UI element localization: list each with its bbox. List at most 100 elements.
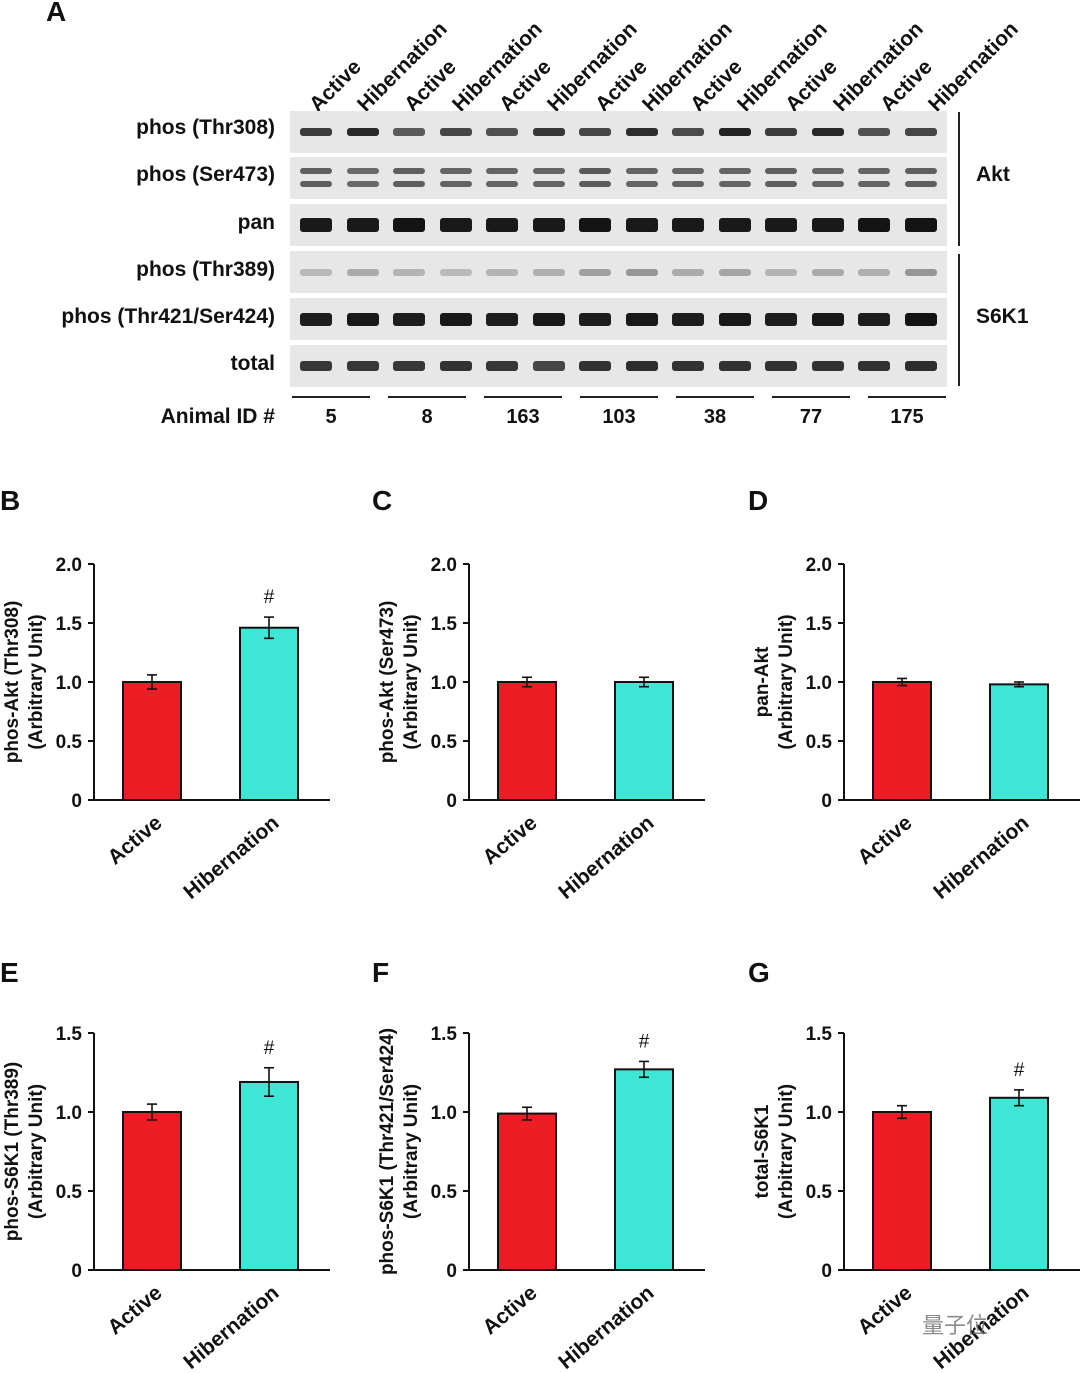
y-axis-label-line: (Arbitrary Unit) [401, 1084, 422, 1219]
blot-band [393, 168, 425, 174]
blot-band [346, 218, 379, 232]
chart-panel-g: G 0 0.5 1.0 1.5 total-S6K1 (Arbitrary Unit) Act… [748, 957, 1080, 1373]
bar-hibernation [989, 1096, 1049, 1272]
blot-band [811, 361, 844, 371]
animal-group-line [484, 396, 562, 398]
y-tick-label: 2.0 [56, 555, 82, 576]
blot-band [811, 128, 844, 136]
blot-band [532, 128, 565, 136]
y-axis-label: phos-Akt (Thr308) (Arbitrary Unit) [2, 601, 47, 764]
y-axis-label: phos-S6K1 (Thr421/Ser424) (Arbitrary Unit… [377, 1028, 422, 1275]
bar-hibernation [614, 1068, 674, 1271]
blot-band [811, 312, 844, 326]
y-axis-label-line: total-S6K1 [752, 1104, 773, 1198]
x-tick-label: Hibernation [179, 1281, 283, 1373]
blot-strip [290, 298, 947, 340]
y-tick-label: 0.5 [56, 732, 83, 753]
y-tick-label: 0.5 [431, 1182, 458, 1203]
blot-band [672, 361, 704, 371]
y-tick-label: 1.5 [56, 1024, 83, 1045]
blot-band [300, 181, 332, 187]
y-axis-label: total-S6K1 (Arbitrary Unit) [752, 1084, 797, 1219]
y-axis-label: phos-S6K1 (Thr389) (Arbitrary Unit) [2, 1062, 47, 1241]
x-tick-label: Active [853, 1281, 916, 1339]
panel-label-e: E [0, 957, 19, 988]
blot-band [625, 181, 658, 187]
blot-band [393, 361, 425, 371]
y-axis-label-line: phos-S6K1 (Thr421/Ser424) [377, 1028, 398, 1275]
y-axis-label-line: pan-Akt [752, 646, 773, 717]
blot-band [532, 168, 565, 174]
blot-band [300, 218, 332, 232]
blot-band [765, 128, 797, 136]
y-tick-label: 1.0 [806, 1103, 832, 1124]
panel-label-g: G [748, 957, 770, 988]
blot-band [579, 128, 611, 136]
y-tick-label: 2.0 [431, 555, 457, 576]
blot-band [672, 218, 704, 232]
y-tick-label: 0.5 [806, 732, 833, 753]
blot-band [486, 312, 518, 326]
panel-label-c: C [372, 485, 392, 516]
row-label-phos-ser473: phos (Ser473) [136, 163, 275, 186]
y-axis-label-line: (Arbitrary Unit) [26, 1084, 47, 1219]
y-axis-label-line: (Arbitrary Unit) [776, 1084, 797, 1219]
blot-band [300, 128, 332, 136]
blot-band [532, 312, 565, 326]
watermark: 量子位 [922, 1313, 989, 1338]
blot-band [439, 361, 472, 371]
blot-band [718, 361, 751, 371]
blot-band [300, 168, 332, 174]
blot-band [904, 181, 937, 187]
animal-group-line [772, 396, 850, 398]
y-axis-label-line: (Arbitrary Unit) [401, 614, 422, 749]
y-tick-label: 0.5 [431, 732, 458, 753]
blot-band [811, 218, 844, 232]
x-tick-label: Active [103, 1281, 166, 1339]
bar-active [872, 1111, 932, 1271]
animal-id: 175 [890, 406, 924, 428]
blot-band [486, 218, 518, 232]
bar-hibernation [239, 1080, 299, 1271]
blot-band [765, 168, 797, 174]
bar-active [122, 681, 182, 801]
y-tick-label: 0 [71, 791, 82, 812]
blot-band [486, 168, 518, 174]
blot-band [625, 361, 658, 371]
y-tick-label: 1.0 [806, 673, 832, 694]
blot-band [439, 268, 472, 276]
animal-group-line [676, 396, 754, 398]
y-tick-label: 0 [446, 1261, 457, 1282]
blot-band [904, 218, 937, 232]
blot-band [393, 268, 425, 276]
y-axis-label: pan-Akt (Arbitrary Unit) [752, 614, 797, 749]
y-tick-label: 1.0 [431, 673, 457, 694]
panel-label-a: A [46, 0, 67, 27]
blot-band [625, 268, 658, 276]
blot-band [765, 181, 797, 187]
blot-strip [290, 204, 947, 246]
blot-band [718, 128, 751, 136]
row-label-phos-thr308: phos (Thr308) [136, 116, 275, 139]
animal-id: 103 [602, 406, 636, 428]
y-tick-label: 1.0 [431, 1103, 457, 1124]
animal-group-line [580, 396, 658, 398]
y-tick-label: 1.5 [431, 614, 458, 635]
bar-hibernation [989, 683, 1049, 801]
panel-label-d: D [748, 485, 768, 516]
blot-band [904, 312, 937, 326]
x-tick-label: Active [478, 1281, 541, 1339]
blot-band [765, 218, 797, 232]
blot-strip [290, 111, 947, 153]
animal-group-line [388, 396, 466, 398]
blot-band [765, 361, 797, 371]
x-tick-label: Hibernation [929, 811, 1033, 904]
significance-marker: # [264, 587, 275, 608]
y-tick-label: 0 [821, 791, 832, 812]
blot-band [765, 268, 797, 276]
blot-band [811, 181, 844, 187]
blot-strip [290, 157, 947, 199]
blot-band [672, 268, 704, 276]
